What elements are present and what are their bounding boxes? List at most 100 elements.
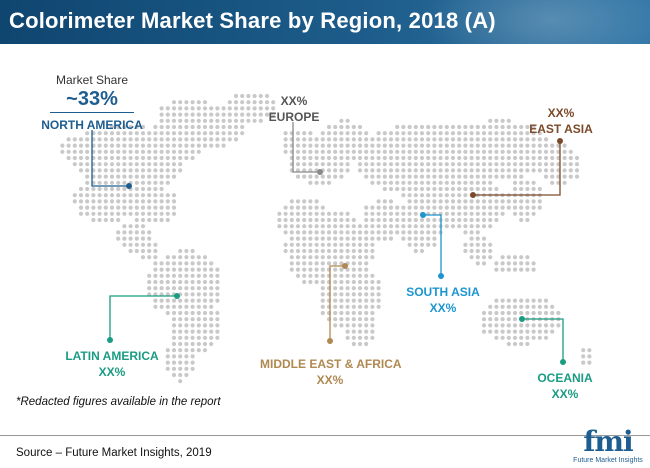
map-dot bbox=[258, 100, 263, 105]
map-dot bbox=[550, 149, 555, 154]
map-dot bbox=[178, 310, 183, 316]
map-dot bbox=[283, 131, 288, 136]
map-dot bbox=[475, 186, 480, 192]
map-dot bbox=[165, 255, 170, 260]
map-dot bbox=[469, 224, 474, 229]
map-dot bbox=[382, 162, 387, 167]
map-dot bbox=[364, 341, 369, 347]
map-dot bbox=[314, 162, 319, 167]
map-dot bbox=[184, 323, 189, 328]
south-asia-point bbox=[420, 212, 426, 218]
map-dot bbox=[78, 137, 84, 142]
map-dot bbox=[562, 174, 567, 179]
map-dot bbox=[314, 279, 319, 285]
map-dot bbox=[215, 335, 220, 340]
map-dot bbox=[401, 186, 406, 192]
map-dot bbox=[531, 329, 536, 334]
map-dot bbox=[184, 341, 189, 347]
map-dot bbox=[506, 143, 511, 148]
map-dot bbox=[134, 211, 139, 216]
map-dot bbox=[227, 100, 232, 105]
map-dot bbox=[500, 124, 505, 130]
map-dot bbox=[531, 124, 536, 130]
map-dot bbox=[568, 168, 573, 173]
map-dot bbox=[475, 155, 480, 161]
map-dot bbox=[413, 224, 418, 229]
map-dot bbox=[320, 149, 325, 154]
map-dot bbox=[407, 230, 412, 235]
map-dot bbox=[506, 118, 511, 123]
map-dot bbox=[500, 205, 505, 210]
map-dot bbox=[475, 224, 480, 229]
map-dot bbox=[432, 217, 437, 223]
map-dot bbox=[488, 211, 493, 216]
map-dot bbox=[351, 230, 356, 235]
map-dot bbox=[364, 162, 369, 167]
map-dot bbox=[370, 224, 375, 229]
map-dot bbox=[512, 124, 518, 130]
map-dot bbox=[190, 298, 195, 303]
map-dot bbox=[506, 199, 511, 204]
map-dot bbox=[382, 131, 387, 136]
map-dot bbox=[333, 137, 338, 142]
map-dot bbox=[215, 310, 220, 316]
map-dot bbox=[78, 149, 84, 154]
map-dot bbox=[357, 335, 363, 340]
map-dot bbox=[519, 310, 524, 316]
map-dot bbox=[444, 168, 449, 173]
map-dot bbox=[345, 149, 350, 154]
map-dot bbox=[500, 155, 505, 161]
map-dot bbox=[339, 131, 344, 136]
map-dot bbox=[190, 310, 195, 316]
map-dot bbox=[382, 155, 387, 161]
map-dot bbox=[376, 162, 381, 167]
map-dot bbox=[320, 137, 325, 142]
map-dot bbox=[190, 137, 195, 142]
map-dot bbox=[165, 267, 170, 272]
map-dot bbox=[320, 310, 325, 316]
map-dot bbox=[481, 168, 487, 173]
map-dot bbox=[308, 242, 313, 247]
map-dot bbox=[314, 273, 319, 278]
map-dot bbox=[314, 211, 319, 216]
map-dot bbox=[240, 100, 245, 105]
south-asia-leader-line bbox=[423, 214, 442, 276]
map-dot bbox=[159, 261, 164, 266]
map-dot bbox=[525, 261, 530, 266]
map-dot bbox=[450, 143, 456, 148]
map-dot bbox=[351, 149, 356, 154]
map-dot bbox=[382, 230, 387, 235]
map-dot bbox=[320, 292, 325, 297]
map-dot bbox=[531, 137, 536, 142]
map-dot bbox=[116, 205, 121, 210]
map-dot bbox=[134, 168, 139, 173]
map-dot bbox=[463, 205, 468, 210]
map-dot bbox=[153, 279, 158, 285]
map-dot bbox=[159, 286, 164, 291]
map-dot bbox=[289, 242, 294, 247]
map-dot bbox=[562, 162, 567, 167]
map-dot bbox=[457, 193, 462, 198]
map-dot bbox=[395, 137, 400, 142]
map-dot bbox=[184, 137, 189, 142]
map-dot bbox=[97, 131, 102, 136]
market-share-caption: Market Share bbox=[55, 73, 129, 87]
mea-marker bbox=[327, 338, 333, 344]
map-dot bbox=[134, 236, 139, 241]
map-dot bbox=[345, 310, 350, 316]
map-dot bbox=[326, 143, 332, 148]
map-dot bbox=[91, 205, 96, 210]
map-dot bbox=[184, 155, 189, 161]
map-dot bbox=[388, 224, 394, 229]
map-dot bbox=[326, 255, 332, 260]
map-dot bbox=[500, 168, 505, 173]
map-dot bbox=[351, 273, 356, 278]
map-dot bbox=[190, 341, 195, 347]
map-dot bbox=[171, 137, 177, 142]
map-dot bbox=[333, 236, 338, 241]
map-dot bbox=[209, 112, 214, 117]
map-dot bbox=[178, 255, 183, 260]
map-dot bbox=[519, 217, 524, 223]
map-dot bbox=[413, 248, 418, 254]
map-dot bbox=[165, 174, 170, 179]
